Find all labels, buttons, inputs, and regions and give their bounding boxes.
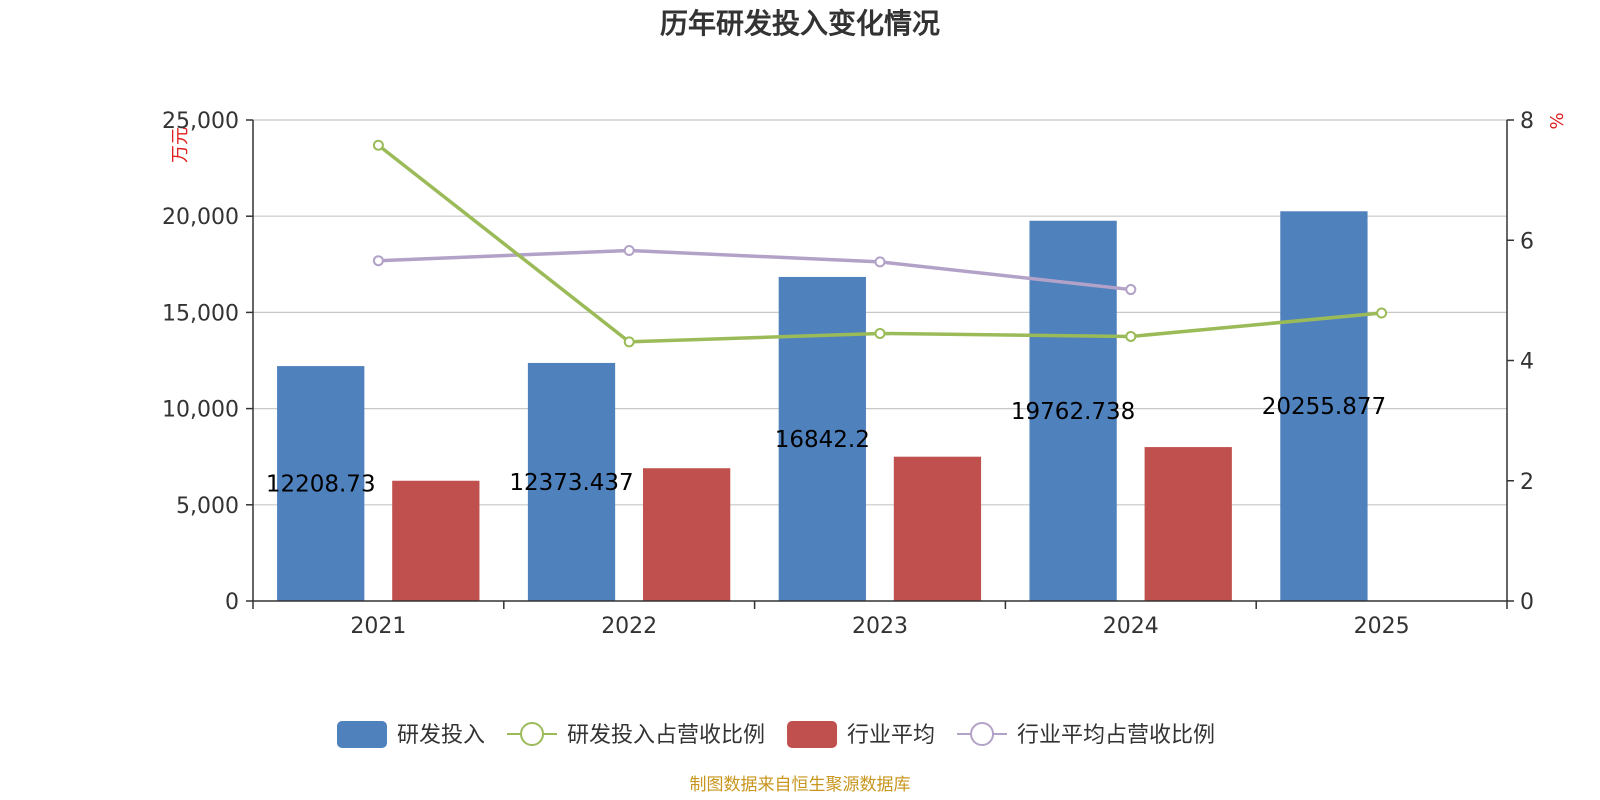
rd-ratio-point	[1376, 307, 1388, 319]
left-axis-unit: 万元	[170, 127, 191, 163]
x-axis-tick-label: 2023	[852, 614, 908, 639]
source-footer: 制图数据来自恒生聚源数据库	[690, 775, 911, 795]
legend-label: 行业平均占营收比例	[1017, 723, 1215, 748]
legend-label: 行业平均	[847, 723, 935, 748]
industry-ratio-point	[372, 255, 384, 267]
bars	[277, 211, 1368, 602]
bar-value-label: 12373.437	[509, 470, 633, 496]
rd-ratio-point	[623, 336, 635, 348]
legend-swatch-marker	[970, 722, 995, 746]
bar-value-label: 16842.2	[775, 427, 870, 453]
industry-ratio-point	[874, 256, 886, 268]
legend-swatch-bar	[787, 721, 838, 748]
legend-swatch-marker	[520, 722, 545, 746]
legend-label: 研发投入占营收比例	[567, 723, 765, 748]
bar-value-label: 19762.738	[1011, 399, 1135, 425]
x-axis-tick-label: 2025	[1354, 614, 1410, 639]
right-axis-tick-label: 4	[1520, 350, 1534, 375]
bar-rd-investment	[277, 366, 365, 601]
x-axis-tick-label: 2024	[1103, 614, 1159, 639]
rd-ratio-point	[874, 327, 886, 339]
bar-rd-investment	[1280, 211, 1368, 602]
x-axis-tick-label: 2022	[601, 614, 657, 639]
bar-industry-average	[392, 480, 480, 601]
right-axis-unit: %	[1547, 112, 1568, 129]
right-axis-tick-label: 8	[1520, 109, 1534, 134]
data-labels: 12208.73 12373.437 16842.2 19762.738 20255.8…	[266, 394, 1386, 497]
rd-ratio-point	[1125, 330, 1137, 342]
left-axis-tick-label: 5,000	[176, 494, 239, 519]
industry-ratio-line	[378, 248, 1131, 292]
right-axis-tick-label: 2	[1520, 470, 1534, 495]
left-axis-tick-label: 0	[225, 590, 239, 615]
legend-label: 研发投入	[397, 723, 485, 748]
industry-ratio-point	[623, 244, 635, 256]
bar-value-label: 12208.73	[266, 472, 376, 498]
series-lines	[372, 139, 1388, 348]
bar-rd-investment	[778, 276, 866, 601]
rd-ratio-point	[372, 139, 384, 151]
chart-title: 历年研发投入变化情况	[660, 7, 940, 40]
right-axis-tick-label: 0	[1520, 590, 1534, 615]
legend-swatch-bar	[337, 721, 387, 748]
bar-industry-average	[642, 468, 731, 601]
legend: 研发投入 研发投入占营收比例 行业平均 行业平均占营收比例	[337, 721, 1215, 748]
axes: 0 5,000 10,000 15,000 20,000 25,000 0 2 4 6 8 2021 2…	[162, 109, 1534, 639]
right-axis-tick-label: 6	[1520, 229, 1534, 254]
industry-ratio-point	[1125, 284, 1137, 296]
bar-industry-average	[1144, 447, 1232, 601]
left-axis-tick-label: 10,000	[162, 398, 239, 423]
left-axis-tick-label: 20,000	[162, 205, 239, 230]
left-axis-tick-label: 25,000	[162, 109, 239, 134]
left-axis-tick-label: 15,000	[162, 301, 239, 326]
bar-industry-average	[893, 456, 982, 601]
bar-value-label: 20255.877	[1262, 394, 1386, 420]
bar-rd-investment	[527, 362, 616, 601]
x-axis-tick-label: 2021	[350, 614, 406, 639]
